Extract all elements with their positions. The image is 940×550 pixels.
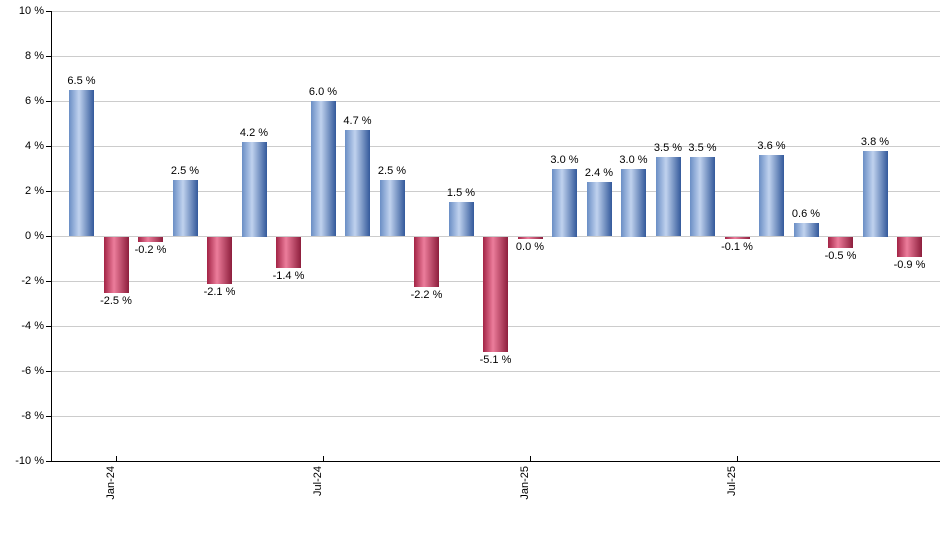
y-axis-tick	[46, 191, 51, 192]
bar-positive	[690, 157, 715, 237]
bar-negative	[724, 237, 750, 239]
bar-positive	[759, 155, 784, 236]
x-axis-label: Jul-25	[726, 466, 738, 496]
bar-value-label: 6.5 %	[67, 74, 96, 87]
bar-positive	[586, 182, 612, 236]
y-axis-label: 0 %	[25, 230, 44, 242]
bar-positive	[448, 202, 474, 237]
y-axis-label: 8 %	[25, 50, 44, 62]
gridline	[52, 101, 940, 102]
bar-negative	[103, 237, 129, 293]
bar-value-label: 0.0 %	[515, 241, 545, 253]
bar-value-label: -1.4 %	[272, 270, 305, 282]
bar-value-label: 2.5 %	[170, 164, 200, 177]
bar-positive	[379, 179, 405, 236]
bar-positive	[69, 89, 94, 236]
bar-negative	[897, 237, 922, 257]
y-axis-label: -2 %	[21, 275, 44, 287]
bar-value-label: -0.2 %	[134, 244, 167, 256]
bar-negative	[517, 237, 543, 239]
bar-value-label: 4.7 %	[343, 115, 372, 128]
gridline	[52, 191, 940, 192]
bar-negative	[483, 237, 508, 352]
y-axis-label: -4 %	[21, 320, 44, 332]
bar-negative	[207, 237, 232, 284]
y-axis-tick	[46, 281, 51, 282]
y-axis-label: -6 %	[21, 365, 44, 377]
bar-negative	[414, 237, 439, 287]
bar-value-label: 6.0 %	[308, 86, 338, 98]
x-axis-tick	[116, 456, 117, 461]
y-axis-label: -8 %	[21, 410, 44, 422]
bar-value-label: 3.8 %	[860, 135, 890, 148]
x-axis-tick	[530, 456, 531, 461]
y-axis-tick	[46, 146, 51, 147]
bar-value-label: -0.9 %	[893, 259, 926, 271]
bar-value-label: -0.1 %	[721, 241, 753, 253]
y-axis-label: 2 %	[25, 185, 44, 197]
bar-value-label: 3.6 %	[757, 140, 786, 152]
bar-positive	[862, 150, 888, 237]
bar-positive	[621, 168, 646, 237]
bar-negative	[276, 237, 301, 268]
bar-negative	[828, 237, 853, 248]
bar-positive	[655, 157, 681, 237]
gridline	[52, 371, 940, 372]
gridline	[52, 236, 940, 237]
gridline	[52, 11, 940, 12]
y-axis-tick	[46, 461, 51, 462]
y-axis-tick	[46, 101, 51, 102]
bar-positive	[552, 168, 577, 237]
bar-positive	[310, 101, 336, 236]
y-axis-tick	[46, 236, 51, 237]
bar-negative	[138, 237, 163, 242]
x-axis-tick	[323, 456, 324, 461]
bar-value-label: -0.5 %	[824, 250, 857, 262]
gridline	[52, 56, 940, 57]
bar-value-label: 1.5 %	[446, 187, 476, 200]
bar-positive	[241, 141, 267, 237]
x-axis-label: Jan-25	[519, 466, 531, 500]
y-axis-label: 4 %	[25, 140, 44, 152]
y-axis-tick	[46, 416, 51, 417]
bar-value-label: 0.6 %	[791, 207, 821, 220]
bar-positive	[345, 130, 370, 237]
bar-value-label: 2.5 %	[377, 164, 407, 177]
bar-value-label: 4.2 %	[239, 126, 269, 139]
gridline	[52, 146, 940, 147]
plot-area: 6.5 % -2.5 % -0.2 % 2.5 % -2.1 % 4.2 % -1.4 % 6…	[51, 11, 940, 462]
x-axis-label: Jul-24	[312, 466, 324, 496]
bar-value-label: -2.1 %	[203, 286, 236, 298]
gridline	[52, 416, 940, 417]
x-axis-label: Jan-24	[105, 466, 117, 500]
y-axis-tick	[46, 371, 51, 372]
bar-value-label: 3.0 %	[550, 153, 579, 166]
y-axis-tick	[46, 326, 51, 327]
bar-value-label: 3.0 %	[619, 153, 648, 166]
x-axis-tick	[737, 456, 738, 461]
y-axis-label: -10 %	[15, 455, 44, 467]
y-axis-tick	[46, 56, 51, 57]
bar-positive	[172, 179, 198, 236]
bar-value-label: 2.4 %	[584, 167, 614, 179]
bar-value-label: -2.5 %	[100, 295, 132, 307]
y-axis-label: 10 %	[18, 5, 44, 17]
y-axis-tick	[46, 11, 51, 12]
bar-value-label: 3.5 %	[688, 142, 717, 155]
bar-value-label: -5.1 %	[479, 354, 512, 366]
bar-value-label: -2.2 %	[410, 289, 443, 301]
bar-positive	[793, 222, 819, 237]
y-axis-label: 6 %	[25, 95, 44, 107]
bar-value-label: 3.5 %	[653, 142, 683, 155]
